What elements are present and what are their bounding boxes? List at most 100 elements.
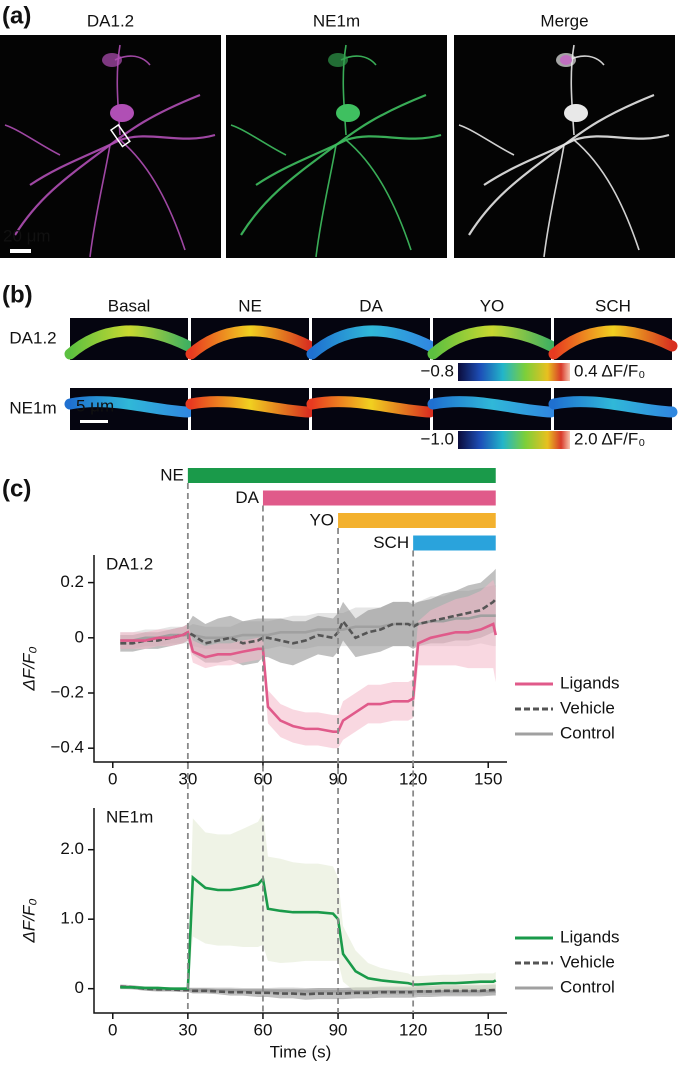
neurite: [4, 124, 61, 156]
x-tick-label: 150: [474, 1020, 502, 1039]
legend-label: Vehicle: [560, 698, 615, 717]
axes-spine: [93, 555, 507, 763]
soma: [328, 53, 348, 67]
error-band: [120, 812, 496, 994]
treatment-label: SCH: [373, 533, 409, 552]
dendrite: [64, 396, 194, 418]
treatment-label: YO: [309, 510, 334, 529]
treatment-bar: [262, 490, 496, 506]
dendrite: [427, 396, 557, 418]
image-title: NE1m: [313, 11, 360, 30]
series-line: [120, 622, 498, 733]
error-band: [120, 579, 496, 749]
colorbar-max: 2.0 ΔF/F₀: [574, 429, 645, 448]
neurite: [458, 124, 515, 156]
row-label: DA1.2: [9, 328, 56, 347]
scale-bar: [10, 249, 31, 253]
column-label: Basal: [108, 296, 151, 315]
y-tick-label: 1.0: [60, 909, 84, 928]
colorbar-min: −1.0: [420, 429, 454, 448]
roi-box: [109, 123, 131, 148]
y-tick-label: −0.2: [50, 682, 84, 701]
column-label: YO: [480, 296, 505, 315]
treatment-label: DA: [235, 488, 259, 507]
dendrite: [548, 325, 678, 360]
image-title: DA1.2: [87, 11, 134, 30]
neurite: [342, 44, 347, 136]
x-tick-label: 90: [329, 1020, 348, 1039]
dendrite: [64, 325, 194, 360]
legend-label: Control: [560, 723, 615, 742]
x-tick-label: 30: [178, 1020, 197, 1039]
treatment-bar: [187, 468, 496, 483]
y-tick-label: 0: [75, 978, 84, 997]
chart-title: DA1.2: [106, 554, 153, 573]
x-tick-label: 0: [108, 769, 117, 788]
panel-label: (b): [2, 281, 33, 308]
x-tick-label: 120: [399, 1020, 427, 1039]
colorbar-min: −0.8: [420, 361, 454, 380]
legend-label: Control: [560, 977, 615, 996]
neuron-traces: [458, 44, 670, 258]
neurite: [230, 124, 287, 156]
column-label: DA: [359, 296, 383, 315]
dendrite: [306, 396, 436, 418]
scale-bar: [80, 420, 108, 423]
neurite: [543, 144, 565, 258]
column-label: NE: [238, 296, 262, 315]
soma: [110, 104, 134, 122]
treatment-bar: [338, 513, 496, 528]
soma: [560, 55, 572, 65]
y-axis-label: ΔF/F₀: [19, 898, 38, 943]
soma: [564, 104, 588, 122]
axes-spine: [93, 808, 507, 1014]
legend-label: Ligands: [560, 673, 620, 692]
dendrite: [185, 396, 315, 418]
soma: [336, 104, 360, 122]
treatment-bar: [413, 535, 496, 551]
dendrite: [427, 325, 557, 360]
series-line: [120, 985, 496, 996]
neurite: [573, 139, 640, 251]
scale-bar-label: 20 μm: [3, 226, 51, 245]
panel-label: (a): [2, 2, 31, 29]
colorbar: [458, 431, 570, 449]
treatment-label: NE: [160, 465, 184, 484]
neurite: [345, 139, 412, 251]
y-tick-label: −0.4: [50, 738, 84, 757]
panel-a: DA1.2 NE1m Merge 20 μm: [0, 11, 675, 258]
colorbar: [458, 363, 570, 381]
legend-label: Vehicle: [560, 952, 615, 971]
legend-label: Ligands: [560, 927, 620, 946]
colorbar-max: 0.4 ΔF/F₀: [574, 361, 645, 380]
column-label: SCH: [595, 296, 631, 315]
dendrite: [306, 325, 436, 360]
panel-c: 0.2 0 −0.2 −0.4 0 30 60 90 120 150 DA1.2 ΔF/F₀ Ligan…: [19, 465, 619, 1061]
neurite: [89, 144, 111, 258]
image-title: Merge: [540, 11, 588, 30]
x-axis-label: Time (s): [270, 1042, 332, 1061]
x-tick-label: 120: [399, 769, 427, 788]
neuron-traces: [4, 44, 216, 258]
row-label: NE1m: [9, 398, 56, 417]
dendrite: [548, 396, 678, 418]
soma: [102, 53, 122, 67]
neurite: [570, 44, 575, 136]
x-tick-label: 0: [108, 1020, 117, 1039]
y-axis-label: ΔF/F₀: [19, 646, 38, 691]
error-band: [120, 568, 496, 666]
dendrite: [185, 325, 315, 360]
x-tick-label: 150: [474, 769, 502, 788]
y-tick-label: 2.0: [60, 839, 84, 858]
panel-label: (c): [2, 475, 31, 502]
neurite: [119, 139, 186, 251]
y-tick-label: 0.2: [60, 572, 84, 591]
scale-bar-label: 5 μm: [76, 396, 114, 415]
neurite: [315, 144, 337, 258]
neuron-traces: [230, 44, 442, 258]
panel-b: Basal NE DA YO SCH DA1.2 NE1m 5 μm −0.8 0.4 ΔF/F₀…: [9, 296, 678, 449]
x-tick-label: 60: [253, 1020, 272, 1039]
y-tick-label: 0: [75, 627, 84, 646]
chart-title: NE1m: [106, 807, 153, 826]
